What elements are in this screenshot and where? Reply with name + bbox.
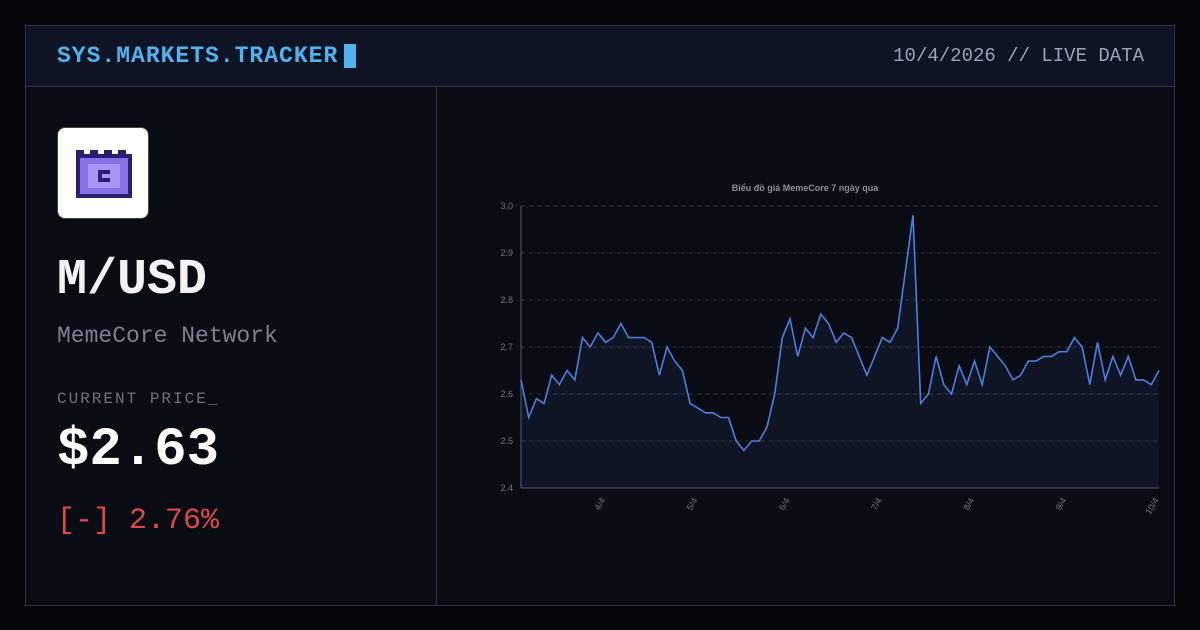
title-text: SYS.MARKETS.TRACKER <box>57 43 339 69</box>
network: MemeCore Network <box>57 323 278 349</box>
x-tick-label: 9/4 <box>1054 496 1069 512</box>
y-tick-label: 2.4 <box>500 483 513 493</box>
logo <box>57 127 149 219</box>
status: 10/4/2026 // LIVE DATA <box>893 45 1144 67</box>
price-label: CURRENT PRICE_ <box>57 390 220 408</box>
y-tick-label: 2.8 <box>500 295 513 305</box>
change: [-] 2.76% <box>57 504 220 538</box>
chart: Biểu đồ giá MemeCore 7 ngày qua 2.4 2.5 2.… <box>500 183 1160 516</box>
x-tick-label: 8/4 <box>961 496 976 512</box>
chart-title: Biểu đồ giá MemeCore 7 ngày qua <box>732 183 880 193</box>
x-tick-label: 10/4 <box>1143 496 1160 516</box>
area <box>521 215 1159 488</box>
price: $2.63 <box>57 420 220 481</box>
price-line <box>520 215 1160 452</box>
x-tick-label: 4/4 <box>592 496 607 512</box>
header: SYS.MARKETS.TRACKER 10/4/2026 // LIVE DA… <box>26 26 1174 87</box>
app-title: SYS.MARKETS.TRACKER <box>57 43 357 69</box>
y-tick-label: 2.6 <box>500 389 513 399</box>
x-tick-label: 7/4 <box>869 496 884 512</box>
pair: M/USD <box>57 252 208 309</box>
y-tick-label: 3.0 <box>500 201 513 211</box>
y-tick-label: 2.7 <box>500 342 513 352</box>
logo-icon <box>76 150 132 198</box>
x-tick-label: 6/4 <box>777 496 792 512</box>
y-tick-label: 2.5 <box>500 436 513 446</box>
y-tick-label: 2.9 <box>500 248 513 258</box>
card: SYS.MARKETS.TRACKER 10/4/2026 // LIVE DA… <box>25 25 1175 606</box>
x-tick-label: 5/4 <box>685 496 700 512</box>
cursor <box>344 43 357 68</box>
asset-panel: M/USD MemeCore Network CURRENT PRICE_ $2… <box>26 87 437 605</box>
